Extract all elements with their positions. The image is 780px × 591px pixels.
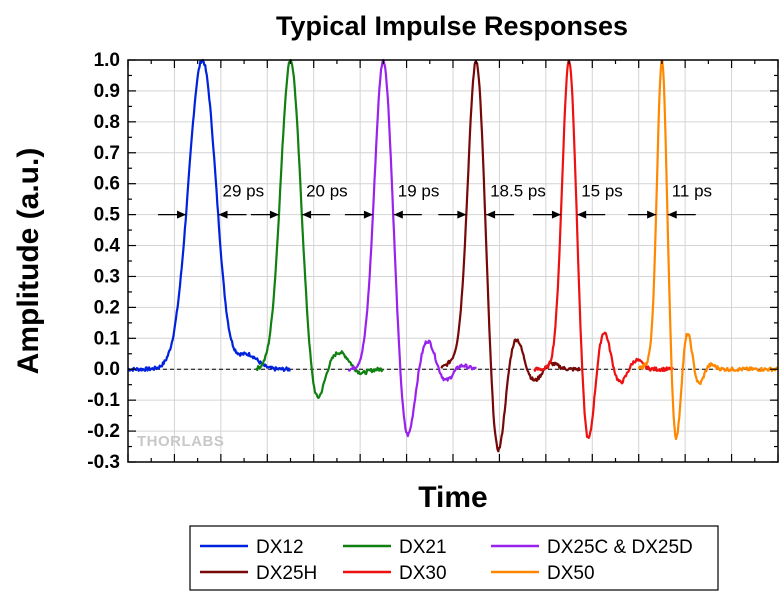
legend: DX12 DX21 DX25C & DX25D DX25H DX30 DX50 — [189, 525, 719, 591]
fwhm-arrowhead-right — [486, 210, 496, 219]
fwhm-arrowhead-right — [218, 210, 228, 219]
series-lines — [127, 58, 779, 453]
y-tick-label: 0.9 — [94, 81, 120, 102]
fwhm-label: 29 ps — [223, 182, 265, 201]
legend-label: DX30 — [399, 563, 447, 584]
series-line-dx30 — [533, 60, 675, 440]
y-tick-label: 0.7 — [94, 143, 120, 164]
series-line-dx12 — [127, 58, 291, 372]
y-tick-label: -0.1 — [87, 390, 120, 411]
legend-item: DX25C & DX25D — [491, 537, 693, 558]
y-axis-label: Amplitude (a.u.) — [12, 148, 45, 375]
fwhm-label: 15 ps — [581, 182, 623, 201]
legend-label: DX21 — [399, 537, 447, 558]
legend-label: DX25C & DX25D — [547, 537, 693, 558]
fwhm-arrowhead-right — [667, 210, 677, 219]
fwhm-arrowhead-left — [269, 210, 279, 219]
y-tick-label: 0.3 — [94, 266, 120, 287]
series-line-dx21 — [255, 58, 384, 400]
y-tick-label: 1.0 — [94, 50, 120, 71]
y-tick-label: 0.8 — [94, 112, 120, 133]
legend-item: DX12 — [200, 537, 304, 558]
fwhm-annotation: 15 ps — [532, 182, 623, 219]
series-line-dx25h — [440, 60, 582, 453]
fwhm-annotation: 11 ps — [628, 182, 712, 219]
x-axis-label: Time — [418, 481, 487, 514]
fwhm-annotation: 19 ps — [344, 182, 440, 219]
grid — [128, 60, 778, 462]
chart-title: Typical Impulse Responses — [276, 11, 628, 41]
fwhm-arrowhead-right — [393, 210, 403, 219]
fwhm-arrowhead-left — [551, 210, 561, 219]
fwhm-annotations: 29 ps 20 ps 19 ps 18.5 ps 15 ps 11 ps — [158, 182, 712, 219]
fwhm-arrowhead-right — [577, 210, 587, 219]
y-tick-label: 0.4 — [94, 236, 121, 257]
thorlabs-watermark: THORLABS — [137, 433, 224, 450]
legend-label: DX50 — [547, 563, 595, 584]
series-line-dx50 — [637, 59, 779, 441]
fwhm-arrowhead-left — [647, 210, 657, 219]
y-tick-label: 0.1 — [94, 328, 121, 349]
y-tick-label: 0.0 — [94, 359, 120, 380]
fwhm-label: 19 ps — [398, 182, 440, 201]
fwhm-arrowhead-left — [363, 210, 373, 219]
y-tick-label: 0.2 — [94, 297, 120, 318]
legend-item: DX25H — [200, 563, 317, 584]
legend-item: DX50 — [491, 563, 595, 584]
axis-ticks — [127, 59, 779, 463]
fwhm-annotation: 29 ps — [158, 182, 264, 219]
watermark: THORLABS — [137, 433, 224, 450]
y-tick-labels: 1.0 0.9 0.8 0.7 0.6 0.5 0.4 0.3 0.2 0.1 0.0 -0.1 -0.… — [87, 50, 120, 473]
y-tick-label: 0.5 — [94, 205, 121, 226]
legend-item: DX21 — [343, 537, 447, 558]
fwhm-arrowhead-left — [177, 210, 187, 219]
fwhm-annotation: 20 ps — [250, 182, 348, 219]
legend-label: DX25H — [256, 563, 317, 584]
series-line-dx25c-dx25d — [347, 58, 477, 438]
fwhm-annotation: 18.5 ps — [438, 182, 546, 219]
y-tick-label: -0.2 — [87, 421, 120, 442]
fwhm-label: 20 ps — [306, 182, 348, 201]
y-tick-label: 0.6 — [94, 174, 120, 195]
legend-item: DX30 — [343, 563, 447, 584]
fwhm-arrowhead-left — [457, 210, 467, 219]
fwhm-arrowhead-right — [302, 210, 312, 219]
legend-label: DX12 — [256, 537, 304, 558]
fwhm-label: 11 ps — [672, 182, 712, 201]
y-tick-label: -0.3 — [87, 452, 120, 473]
legend-box — [189, 525, 719, 591]
fwhm-label: 18.5 ps — [490, 182, 546, 201]
